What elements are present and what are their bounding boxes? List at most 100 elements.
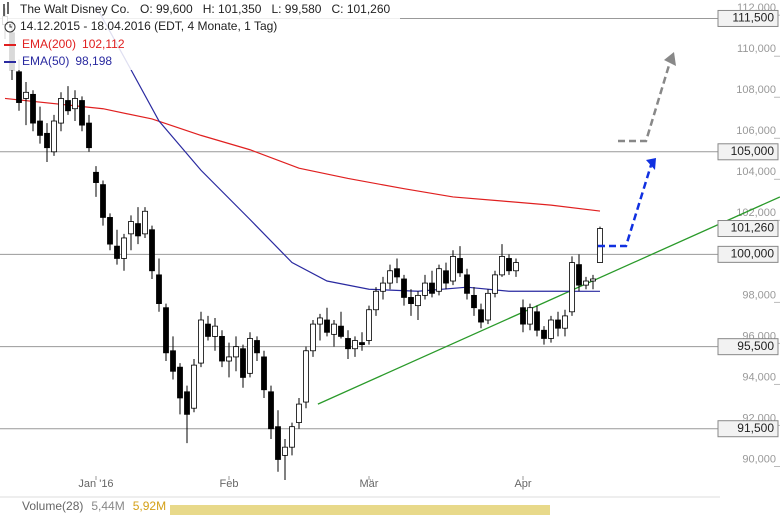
candle-body bbox=[233, 346, 239, 358]
level-label: 100,000 bbox=[731, 247, 775, 261]
y-tick-label: 98,000 bbox=[742, 289, 776, 301]
candle-body bbox=[401, 278, 407, 298]
candle-body bbox=[352, 340, 358, 350]
ohlc-label: L: 99,580 bbox=[271, 2, 321, 16]
candle-body bbox=[303, 350, 309, 403]
candle-body bbox=[135, 223, 141, 237]
y-tick-label: 110,000 bbox=[737, 43, 776, 55]
candle-body bbox=[485, 292, 491, 321]
candle-body bbox=[254, 340, 260, 354]
candle-body bbox=[534, 311, 540, 331]
candle-body bbox=[464, 274, 470, 294]
level-box bbox=[717, 338, 779, 356]
last-price-label: 101,260 bbox=[731, 221, 775, 235]
candle-body bbox=[296, 403, 302, 423]
level-label: 105,000 bbox=[731, 144, 775, 158]
level-box bbox=[717, 245, 779, 263]
candle-body bbox=[366, 309, 372, 341]
candle-body bbox=[506, 258, 512, 272]
candle-body bbox=[576, 264, 582, 286]
candle-body bbox=[198, 319, 204, 364]
candle-body bbox=[170, 350, 176, 372]
candle-body bbox=[415, 294, 421, 307]
candle-body bbox=[30, 93, 36, 124]
candle-body bbox=[261, 356, 267, 391]
candle-body bbox=[310, 323, 316, 352]
candle-body bbox=[555, 319, 561, 329]
x-tick-label: Apr bbox=[514, 478, 531, 490]
legend-name: EMA(200) bbox=[22, 37, 76, 51]
subtitle: 14.12.2015 - 18.04.2016 (EDT, 4 Monate, … bbox=[20, 19, 277, 33]
candle-body bbox=[373, 290, 379, 311]
candle-body bbox=[163, 307, 169, 354]
candle-body bbox=[443, 270, 449, 284]
candle-body bbox=[436, 268, 442, 292]
arrow-head bbox=[646, 158, 656, 170]
candle-body bbox=[422, 282, 428, 296]
level-label: 111,500 bbox=[732, 11, 774, 25]
y-tick-label: 94,000 bbox=[742, 371, 776, 383]
candle-body bbox=[387, 270, 393, 284]
candle-body bbox=[513, 262, 519, 272]
projection-arrow bbox=[618, 61, 672, 143]
candle-body bbox=[562, 315, 568, 329]
candle-body bbox=[569, 262, 575, 313]
y-tick-label: 90,000 bbox=[742, 453, 776, 465]
candle-body bbox=[184, 391, 190, 415]
icon bbox=[9, 24, 12, 28]
candle-body bbox=[492, 274, 498, 294]
candle-body bbox=[212, 325, 218, 337]
level-label: 95,500 bbox=[737, 339, 774, 353]
candle-body bbox=[457, 258, 463, 274]
x-tick-label: Mär bbox=[360, 478, 379, 490]
candle-body bbox=[93, 171, 99, 183]
candle-body bbox=[100, 184, 106, 218]
candle-body bbox=[149, 229, 155, 272]
volume-value: 5,44M bbox=[91, 499, 124, 513]
candle-body bbox=[345, 338, 351, 350]
candle-body bbox=[380, 282, 386, 292]
volume-bar-base bbox=[170, 505, 550, 515]
ema-line bbox=[95, 5, 601, 292]
candle-body bbox=[156, 274, 162, 304]
candle-body bbox=[408, 297, 414, 304]
candle-body bbox=[429, 282, 435, 294]
candle-body bbox=[275, 426, 281, 460]
candle-body bbox=[394, 268, 400, 278]
candle-body bbox=[240, 348, 246, 378]
level-box bbox=[717, 9, 779, 27]
candle-body bbox=[359, 342, 365, 346]
candle-body bbox=[121, 237, 127, 259]
candle-body bbox=[450, 256, 456, 282]
legend-name: EMA(50) bbox=[22, 54, 69, 68]
ohlc-label: O: 99,600 bbox=[140, 2, 193, 16]
candle-body bbox=[590, 278, 596, 282]
x-tick-label: Jan '16 bbox=[78, 478, 113, 490]
icon bbox=[4, 21, 16, 33]
candle-body bbox=[520, 307, 526, 325]
candle-body bbox=[527, 307, 533, 325]
candle-body bbox=[247, 338, 253, 374]
candle-body bbox=[499, 256, 505, 276]
candle-body bbox=[142, 210, 148, 235]
candle-body bbox=[205, 323, 211, 337]
trend-line bbox=[317, 196, 780, 405]
x-tick-label: Feb bbox=[220, 478, 239, 490]
candle-body bbox=[289, 426, 295, 448]
candle-body bbox=[324, 319, 330, 333]
candle-body bbox=[107, 217, 113, 245]
candle-body bbox=[58, 98, 64, 124]
candle-body bbox=[219, 336, 225, 362]
ema-line bbox=[4, 97, 601, 212]
volume-name: Volume(28) bbox=[22, 499, 83, 513]
candle-body bbox=[128, 221, 134, 235]
title: The Walt Disney Co. bbox=[20, 2, 130, 16]
candle-body bbox=[51, 120, 57, 153]
volume-strip: Volume(28) 5,44M 5,92M bbox=[0, 496, 720, 515]
y-tick-label: 102,000 bbox=[736, 207, 776, 219]
candle-body bbox=[583, 280, 589, 286]
y-tick-label: 106,000 bbox=[736, 125, 776, 137]
candle-body bbox=[317, 317, 323, 325]
level-box bbox=[717, 143, 779, 161]
